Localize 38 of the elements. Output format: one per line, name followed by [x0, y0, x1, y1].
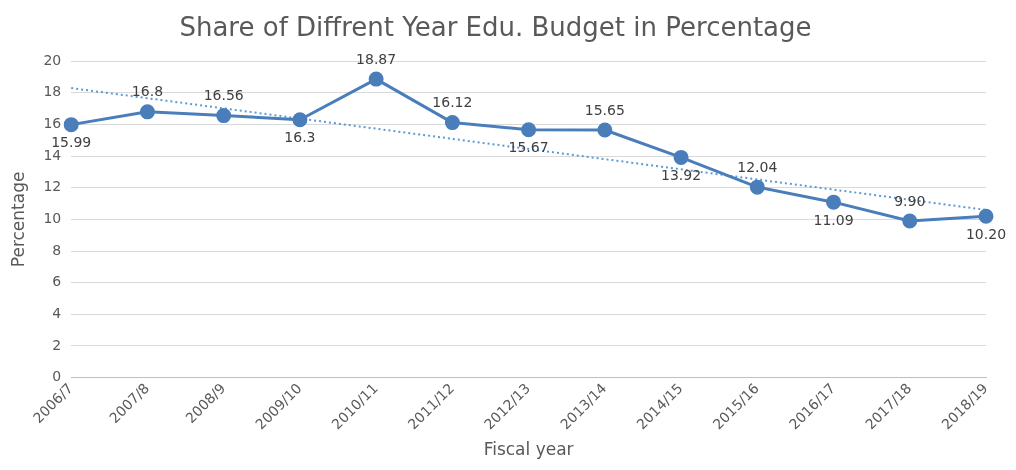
point: [673, 149, 689, 165]
point: [368, 71, 384, 87]
data-label: 16.12: [432, 94, 473, 111]
y-tick-label: 0: [52, 368, 62, 385]
data-label: 18.87: [356, 50, 397, 67]
y-tick-label: 20: [43, 51, 62, 68]
point: [749, 179, 765, 195]
y-tick-label: 6: [52, 273, 62, 290]
y-tick-label: 12: [43, 178, 62, 195]
y-tick-label: 18: [43, 83, 62, 100]
data-label: 16.56: [203, 87, 244, 104]
data-label: 16.8: [131, 83, 164, 100]
data-label: 15.67: [508, 139, 549, 156]
data-label: 11.09: [813, 211, 854, 228]
point: [63, 117, 79, 133]
point: [216, 108, 232, 124]
y-tick-label: 2: [52, 336, 62, 353]
point: [978, 208, 994, 224]
data-label: 9.90: [894, 192, 926, 209]
point: [826, 194, 842, 210]
point: [597, 122, 613, 138]
point: [902, 213, 918, 229]
point: [521, 122, 537, 138]
y-tick-label: 10: [43, 210, 62, 227]
data-label: 15.65: [584, 101, 625, 118]
point: [139, 104, 155, 120]
y-axis-title: Percentage: [7, 171, 28, 268]
data-label: 13.92: [661, 167, 702, 184]
point: [444, 115, 460, 131]
chart-title: Share of Diffrent Year Edu. Budget in Percentage: [179, 12, 812, 43]
x-axis-title: Fiscal year: [483, 439, 574, 460]
data-label: 12.04: [737, 158, 778, 175]
y-tick-label: 16: [43, 115, 62, 132]
y-tick-label: 8: [52, 241, 62, 258]
data-label: 16.3: [284, 129, 316, 146]
data-label: 10.20: [965, 225, 1007, 242]
point: [292, 112, 308, 128]
y-tick-label: 4: [52, 304, 62, 321]
